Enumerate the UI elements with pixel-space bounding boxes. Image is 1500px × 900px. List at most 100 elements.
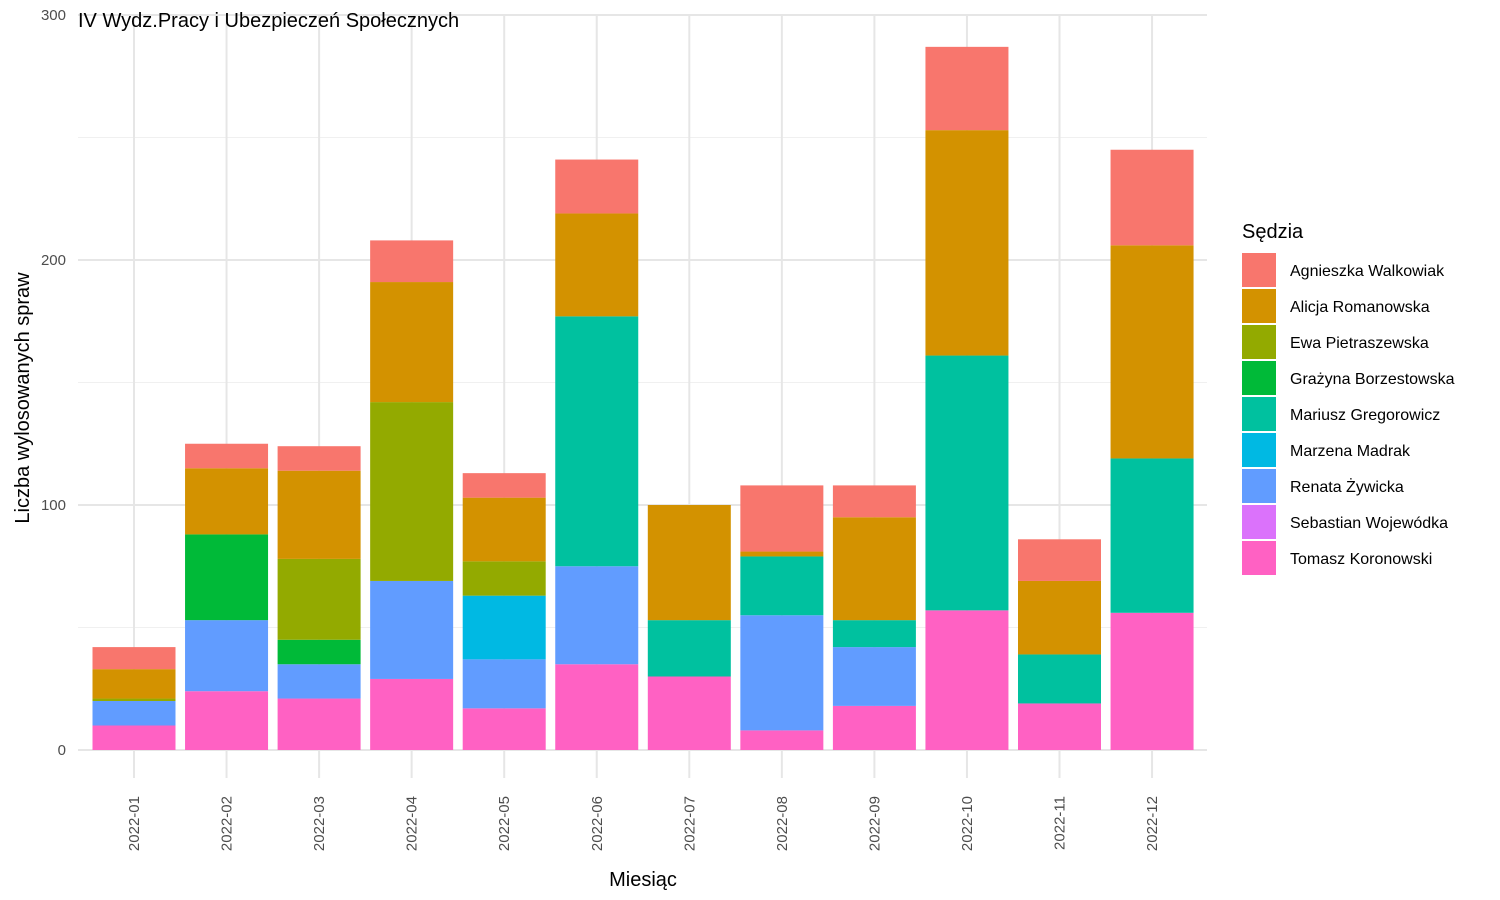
bar-segment — [185, 691, 269, 750]
bar-segment — [1018, 580, 1101, 655]
bar-segment — [92, 669, 176, 699]
legend-label: Alicja Romanowska — [1290, 299, 1430, 316]
x-tick-label: 2022-03 — [311, 796, 328, 851]
bar-segment — [462, 659, 546, 709]
bar-segment — [462, 497, 546, 562]
x-tick-label: 2022-05 — [496, 796, 513, 851]
y-tick-label: 100 — [41, 497, 66, 514]
bar-segment — [462, 561, 546, 596]
bar-segment — [185, 620, 269, 692]
y-tick-label: 200 — [41, 252, 66, 269]
bar-segment — [1110, 149, 1194, 246]
bar-segment — [92, 725, 176, 750]
legend-label: Mariusz Gregorowicz — [1290, 407, 1440, 424]
x-tick-label: 2022-09 — [866, 796, 883, 851]
bar-segment — [832, 517, 916, 621]
legend-label: Marzena Madrak — [1290, 443, 1411, 460]
bar-segment — [462, 473, 546, 498]
bar-segment — [370, 580, 454, 679]
bar-segment — [555, 316, 639, 567]
bar-segment — [462, 708, 546, 750]
bar-segment — [1018, 654, 1101, 704]
bar-segment — [277, 664, 361, 699]
bar-segment — [647, 620, 731, 677]
bar-segment — [185, 468, 269, 535]
x-tick-label: 2022-11 — [1052, 796, 1069, 850]
bar-segment — [370, 240, 454, 283]
bar-segment — [925, 610, 1009, 750]
bar-segment — [370, 678, 454, 750]
bar-segment — [185, 443, 269, 469]
x-tick-label: 2022-07 — [681, 796, 698, 851]
bar-segment — [740, 615, 824, 731]
legend-key — [1242, 433, 1276, 467]
bar-segment — [555, 159, 639, 214]
bars — [92, 46, 1194, 750]
x-axis-title: Miesiąc — [609, 869, 677, 891]
bar-segment — [277, 698, 361, 750]
bar-segment — [370, 282, 454, 403]
bar-segment — [925, 355, 1009, 611]
legend-key — [1242, 289, 1276, 323]
legend: Sędzia Agnieszka Walkowiak Alicja Romanow… — [1242, 221, 1455, 575]
bar-segment — [277, 639, 361, 665]
legend-label: Ewa Pietraszewska — [1290, 335, 1429, 352]
bar-segment — [1018, 539, 1101, 581]
bar-segment — [832, 705, 916, 750]
legend-key — [1242, 361, 1276, 395]
bar-segment — [185, 534, 269, 621]
bar-segment — [832, 485, 916, 518]
legend-label: Grażyna Borzestowska — [1290, 371, 1455, 388]
legend-label: Agnieszka Walkowiak — [1290, 263, 1445, 280]
bar-segment — [555, 213, 639, 317]
x-axis-ticks: 2022-01 2022-02 2022-03 2022-04 2022-05 2022-… — [126, 796, 1161, 851]
bar-segment — [555, 664, 639, 750]
bar-segment — [740, 730, 824, 750]
bar-segment — [740, 551, 824, 557]
bar-segment — [1110, 612, 1194, 750]
bar-segment — [647, 676, 731, 750]
bar-segment — [92, 701, 176, 726]
x-tick-label: 2022-08 — [774, 796, 791, 851]
y-axis-ticks: 0 100 200 300 — [41, 7, 66, 759]
x-tick-label: 2022-06 — [589, 796, 606, 851]
bar-segment — [832, 647, 916, 706]
legend-label: Sebastian Wojewódka — [1290, 515, 1448, 532]
bar-segment — [832, 620, 916, 648]
bar-segment — [740, 485, 824, 552]
legend-key — [1242, 253, 1276, 287]
legend-title: Sędzia — [1242, 221, 1304, 243]
x-tick-label: 2022-01 — [126, 796, 143, 851]
bar-segment — [370, 402, 454, 581]
y-axis-title: Liczba wylosowanych spraw — [12, 272, 34, 524]
legend-label: Tomasz Koronowski — [1290, 551, 1432, 568]
bar-segment — [1110, 245, 1194, 459]
legend-key — [1242, 397, 1276, 431]
bar-segment — [925, 130, 1009, 356]
y-tick-label: 0 — [58, 742, 66, 759]
bar-segment — [92, 698, 176, 701]
legend-key — [1242, 505, 1276, 539]
bar-segment — [1018, 703, 1101, 750]
bar-segment — [92, 647, 176, 670]
y-tick-label: 300 — [41, 7, 66, 24]
bar-segment — [462, 595, 546, 660]
chart-title: IV Wydz.Pracy i Ubezpieczeń Społecznych — [78, 10, 459, 32]
x-tick-label: 2022-04 — [404, 796, 421, 851]
x-tick-label: 2022-10 — [959, 796, 976, 851]
bar-segment — [647, 505, 731, 621]
x-tick-label: 2022-02 — [219, 796, 236, 851]
legend-key — [1242, 469, 1276, 503]
bar-segment — [740, 556, 824, 616]
bar-segment — [555, 566, 639, 665]
x-tick-label: 2022-12 — [1144, 796, 1161, 851]
bar-segment — [277, 470, 361, 559]
legend-key — [1242, 325, 1276, 359]
legend-label: Renata Żywicka — [1290, 477, 1404, 496]
bar-segment — [925, 46, 1009, 131]
bar-segment — [277, 446, 361, 471]
legend-key — [1242, 541, 1276, 575]
bar-segment — [1110, 458, 1194, 613]
bar-segment — [277, 558, 361, 640]
